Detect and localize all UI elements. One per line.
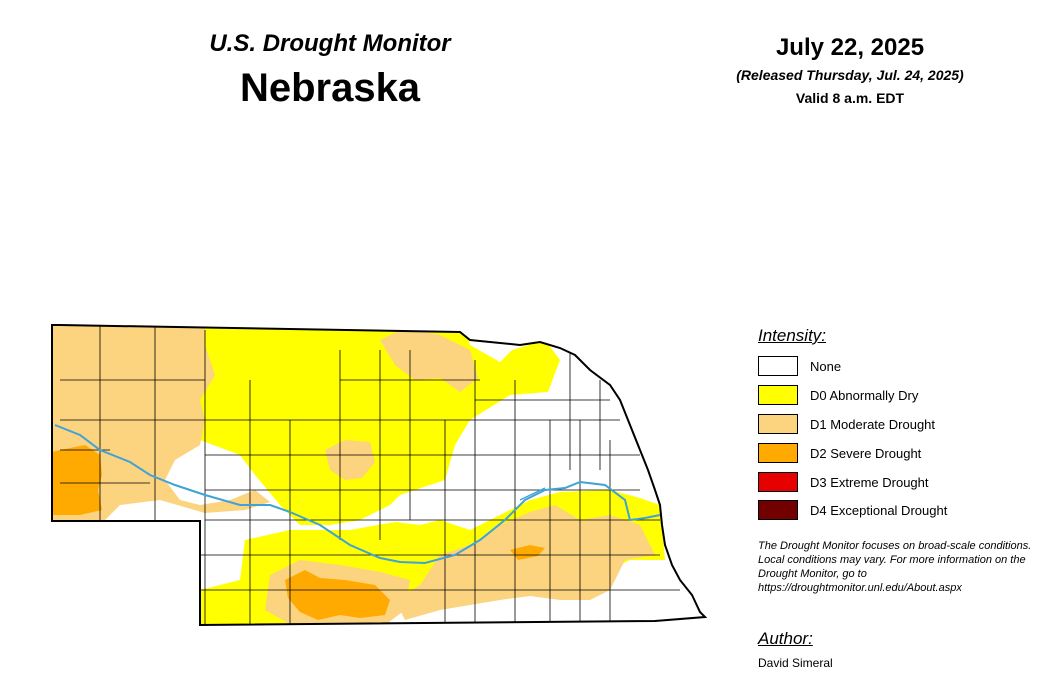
valid-time: Valid 8 a.m. EDT xyxy=(795,90,905,106)
legend-swatch xyxy=(758,385,798,405)
legend-item-none: None xyxy=(758,355,841,377)
d1-area-southeast xyxy=(395,505,655,620)
legend-label: D3 Extreme Drought xyxy=(810,474,929,490)
d2-area-south-central xyxy=(510,545,545,560)
platte-river xyxy=(54,424,661,565)
legend-swatch xyxy=(758,472,798,492)
author-name: David Simeral xyxy=(758,656,833,670)
state-title: Nebraska xyxy=(239,66,421,110)
map-date: July 22, 2025 xyxy=(775,34,925,61)
legend-swatch xyxy=(758,443,798,463)
loup-river xyxy=(519,487,546,501)
legend-item-d4: D4 Exceptional Drought xyxy=(758,499,947,521)
legend-swatch xyxy=(758,414,798,434)
legend-swatch xyxy=(758,356,798,376)
legend-item-d1: D1 Moderate Drought xyxy=(758,413,935,435)
county-lines xyxy=(60,325,680,625)
legend-item-d3: D3 Extreme Drought xyxy=(758,471,929,493)
legend-label: None xyxy=(810,358,842,374)
legend-item-d0: D0 Abnormally Dry xyxy=(758,384,918,406)
legend-item-d2: D2 Severe Drought xyxy=(758,442,921,464)
d1-area-central xyxy=(325,440,375,480)
d1-area-north xyxy=(380,328,478,392)
legend-label: D2 Severe Drought xyxy=(810,445,922,461)
d2-area-southwest xyxy=(285,570,390,620)
legend-label: D0 Abnormally Dry xyxy=(810,387,919,403)
state-outline xyxy=(51,324,708,627)
map-brand-title: U.S. Drought Monitor xyxy=(209,30,451,57)
release-date: (Released Thursday, Jul. 24, 2025) xyxy=(736,67,964,83)
legend-label: D4 Exceptional Drought xyxy=(810,502,948,518)
disclaimer-note: The Drought Monitor focuses on broad-sca… xyxy=(758,540,1032,594)
d2-area-panhandle xyxy=(52,445,102,515)
legend-swatch xyxy=(758,500,798,520)
author-heading: Author: xyxy=(758,629,813,648)
legend-label: D1 Moderate Drought xyxy=(810,416,936,432)
legend-title: Intensity: xyxy=(758,326,827,345)
